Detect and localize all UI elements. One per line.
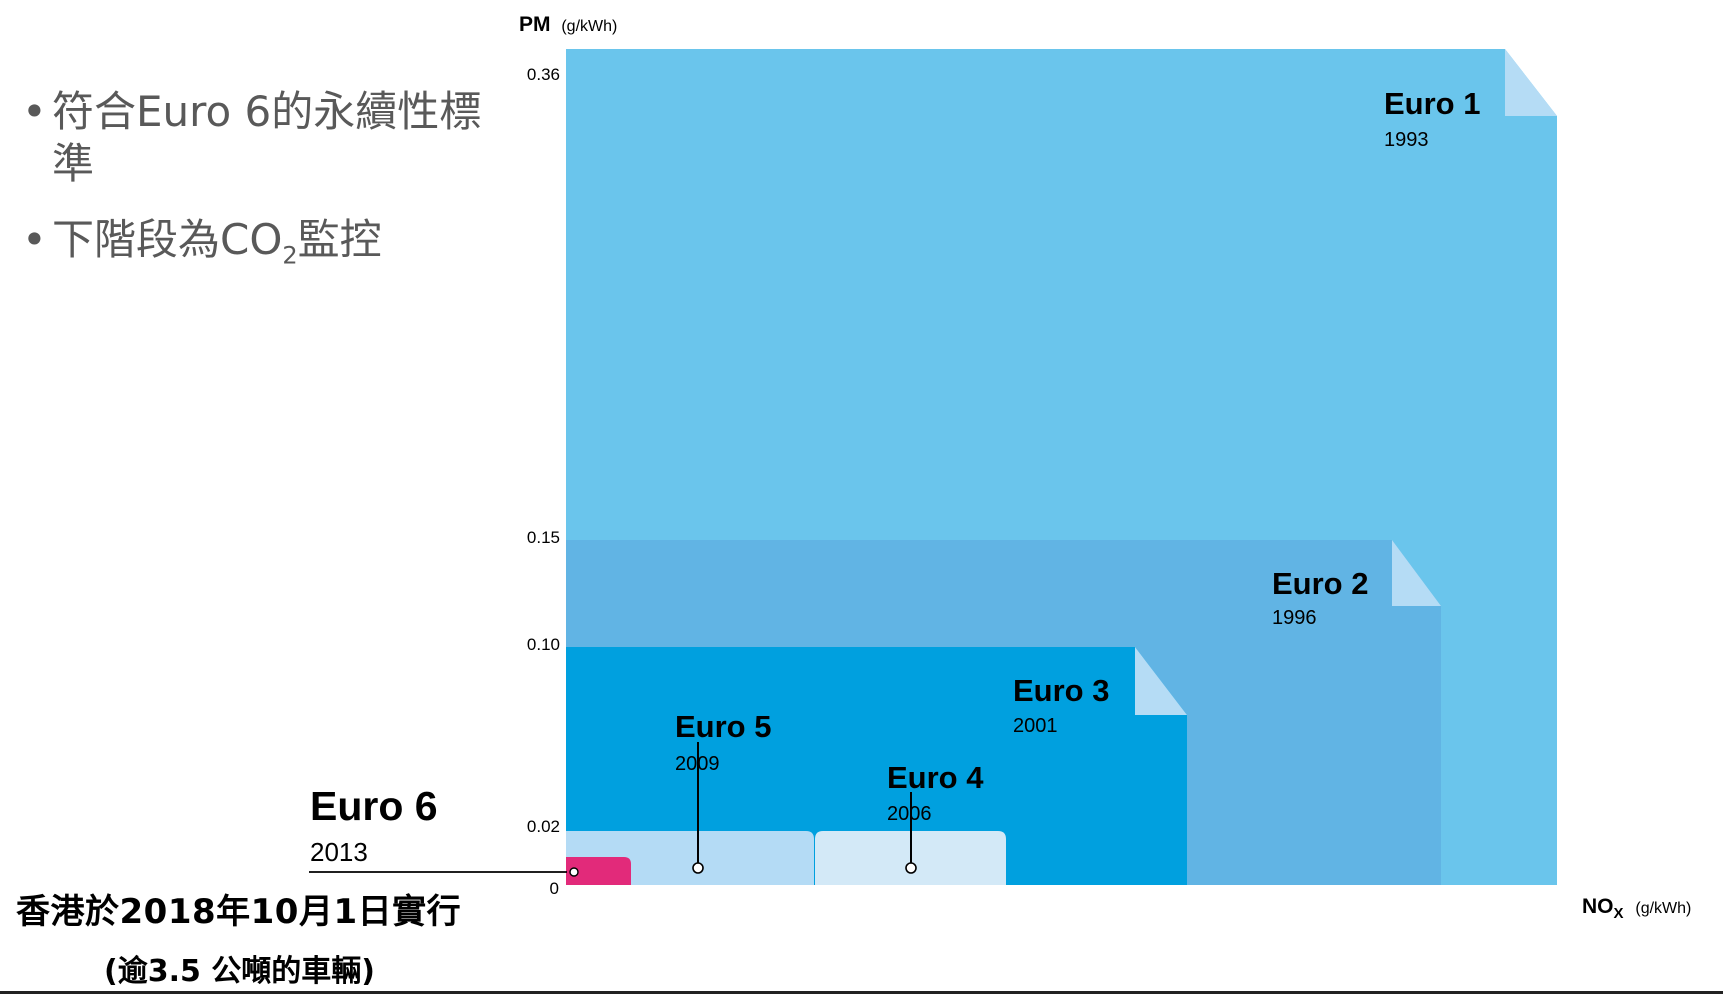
y-axis-title: PM (g/kWh) <box>519 13 617 36</box>
series-name-label: Euro 6 <box>310 783 438 829</box>
y-axis-label: PM <box>519 13 551 36</box>
series-year-label: 2001 <box>1013 715 1058 737</box>
area-euro-3 <box>566 647 1187 885</box>
y-tick-label: 0.15 <box>527 528 560 547</box>
fold-euro-3 <box>1135 647 1187 715</box>
area-euro-6 <box>566 857 631 885</box>
y-tick-label: 0.10 <box>527 635 560 654</box>
series-name-label: Euro 3 <box>1013 673 1109 708</box>
pointer-pin-euro-5 <box>692 862 704 874</box>
bullet-text: 符合Euro 6的永續性標準 <box>52 87 482 188</box>
footer-vehicle-note: (逾3.5 公噸的車輛) <box>104 954 376 989</box>
bullet-item: • 下階段為CO2監控 <box>22 214 492 281</box>
series-year-label: 2013 <box>310 837 368 867</box>
bottom-divider <box>0 991 1723 994</box>
series-year-label: 1996 <box>1272 607 1317 629</box>
bullet-list: • 符合Euro 6的永續性標準 • 下階段為CO2監控 <box>22 86 492 305</box>
pointer-pin-euro-4 <box>905 862 917 874</box>
bullet-text-post: 監控 <box>297 215 382 264</box>
x-axis-label-sub: X <box>1614 905 1624 922</box>
series-name-label: Euro 4 <box>887 760 984 795</box>
footer-implementation-date: 香港於2018年10月1日實行 <box>16 892 462 932</box>
series-name-label: Euro 5 <box>675 709 771 744</box>
bullet-dot-icon: • <box>22 215 47 264</box>
series-year-label: 1993 <box>1384 129 1429 151</box>
y-tick-label: 0.02 <box>527 817 560 836</box>
x-axis-title: NOX (g/kWh) <box>1582 895 1691 923</box>
series-year-label: 2006 <box>887 803 932 825</box>
x-axis-unit: (g/kWh) <box>1635 900 1691 917</box>
bullet-item: • 符合Euro 6的永續性標準 <box>22 86 492 190</box>
pointer-pin-euro-6 <box>569 867 579 877</box>
bullet-text-pre: 下階段為CO <box>52 215 283 264</box>
fold-euro-2 <box>1392 540 1441 606</box>
series-name-label: Euro 1 <box>1384 86 1480 121</box>
y-axis-unit: (g/kWh) <box>561 18 617 35</box>
bullet-dot-icon: • <box>22 87 47 136</box>
bullet-text-sub: 2 <box>282 241 298 270</box>
y-tick-label: 0.36 <box>527 65 560 84</box>
y-tick-label: 0 <box>550 879 559 898</box>
fold-euro-1 <box>1505 49 1557 116</box>
series-name-label: Euro 2 <box>1272 566 1368 601</box>
x-axis-label: NO <box>1582 895 1614 918</box>
